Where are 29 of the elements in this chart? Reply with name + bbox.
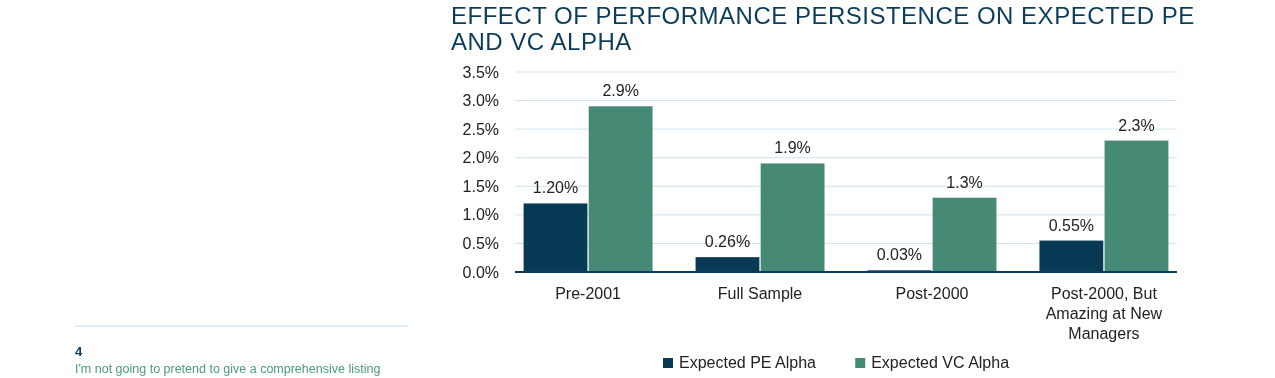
- bar: [932, 197, 997, 272]
- data-label: 2.9%: [602, 82, 639, 100]
- y-tick-label: 0.0%: [462, 263, 499, 281]
- bar: [588, 106, 653, 272]
- data-label: 1.3%: [946, 173, 983, 191]
- data-label: 0.55%: [1048, 216, 1095, 234]
- text: I'm not going to pretend to give a comprehensive listing: [75, 362, 381, 376]
- y-tick-label: 2.5%: [462, 120, 499, 138]
- bar: [760, 163, 825, 272]
- bar: [1104, 140, 1169, 272]
- y-tick-label: 1.5%: [462, 177, 499, 195]
- x-tick-label: Post-2000, But Amazing at New Managers: [1045, 285, 1163, 342]
- y-tick-label: 3.5%: [462, 63, 499, 81]
- x-tick-label: Full Sample: [717, 285, 803, 302]
- x-tick-label: Pre-2001: [555, 285, 622, 302]
- x-tick-label: Post-2000: [895, 285, 969, 302]
- data-label: 1.9%: [774, 139, 811, 157]
- data-label: 1.20%: [532, 179, 579, 197]
- data-label: 0.26%: [704, 233, 751, 251]
- y-tick-label: 3.0%: [462, 92, 499, 110]
- y-tick-label: 1.0%: [462, 206, 499, 224]
- chart-title: EFFECT OF PERFORMANCE PERSISTENCE ON EXPECTED PE AND VC ALPHA: [451, 2, 1195, 55]
- data-label: 2.3%: [1118, 116, 1155, 134]
- text: 4: [75, 344, 83, 359]
- legend-label: Expected PE Alpha: [679, 354, 817, 371]
- y-tick-label: 2.0%: [462, 149, 499, 167]
- legend-label: Expected VC Alpha: [871, 354, 1010, 371]
- data-label: 0.03%: [876, 246, 923, 264]
- y-tick-label: 0.5%: [462, 235, 499, 253]
